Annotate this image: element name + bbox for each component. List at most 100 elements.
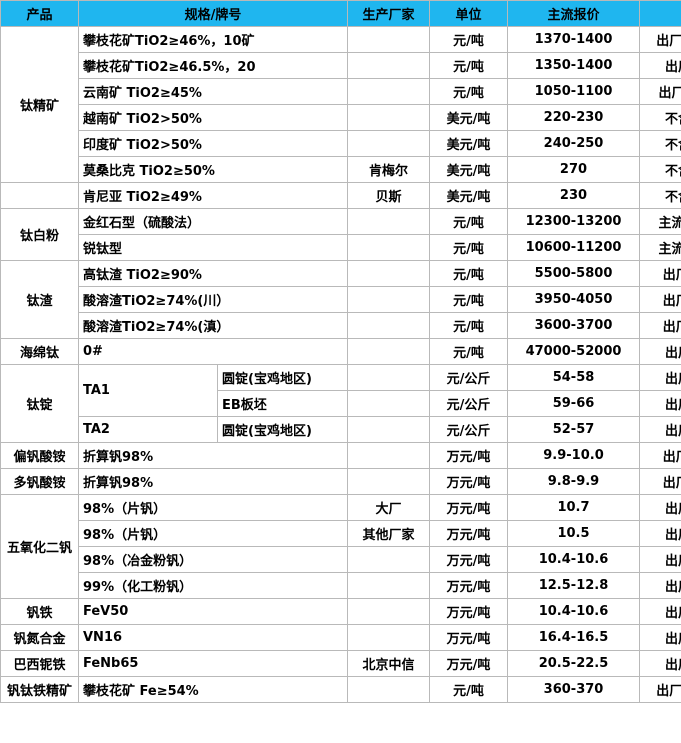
manufacturer-cell: 贝斯 [347,182,430,209]
price-cell: 54-58 [507,364,640,391]
note-cell: 出厂 含税承兑价 [639,260,681,287]
manufacturer-cell [347,546,430,573]
price-cell: 16.4-16.5 [507,624,640,651]
unit-cell: 美元/吨 [429,130,508,157]
product-category-cell: 钛精矿 [0,26,79,183]
spec-grade-cell: VN16 [78,624,348,651]
price-cell: 10.4-10.6 [507,598,640,625]
price-cell: 1050-1100 [507,78,640,105]
unit-cell: 万元/吨 [429,494,508,521]
note-cell: 不含税港口交货 [639,104,681,131]
unit-cell: 万元/吨 [429,468,508,495]
spec-subtype-cell: 圆锭(宝鸡地区) [217,364,348,391]
spec-grade-cell: 锐钛型 [78,234,348,261]
spec-grade-cell: 0# [78,338,348,365]
price-cell: 10.5 [507,520,640,547]
note-cell: 出厂含税现金价 [639,520,681,547]
note-cell: 不含税港口交货 [639,156,681,183]
note-cell: 出厂 含税承兑价 [639,312,681,339]
manufacturer-cell: 肯梅尔 [347,156,430,183]
spec-grade-cell: 98%（冶金粉钒） [78,546,348,573]
manufacturer-cell [347,390,430,417]
unit-cell: 美元/吨 [429,182,508,209]
spec-grade-cell: 高钛渣 TiO2≥90% [78,260,348,287]
spec-grade-cell: 98%（片钒） [78,494,348,521]
note-cell: 出厂含税现金价 [639,598,681,625]
unit-cell: 元/吨 [429,286,508,313]
unit-cell: 美元/吨 [429,104,508,131]
header-spec: 规格/牌号 [78,0,348,27]
manufacturer-cell [347,104,430,131]
spec-grade-cell: 云南矿 TiO2≥45% [78,78,348,105]
header-unit: 单位 [429,0,508,27]
manufacturer-cell [347,286,430,313]
note-cell: 出厂含税承兑价 [639,390,681,417]
note-cell: 出厂含税现金价 [639,650,681,677]
product-category-cell: 钒铁 [0,598,79,625]
header-price: 主流报价 [507,0,640,27]
product-category-cell: 钛白粉 [0,208,79,261]
price-cell: 59-66 [507,390,640,417]
note-cell: 出厂不含税承兑价 [639,78,681,105]
manufacturer-cell: 其他厂家 [347,520,430,547]
header-note: 备注 [639,0,681,27]
product-category-cell: 海绵钛 [0,338,79,365]
manufacturer-cell [347,338,430,365]
manufacturer-cell [347,572,430,599]
price-cell: 360-370 [507,676,640,703]
manufacturer-cell [347,52,430,79]
unit-cell: 元/吨 [429,78,508,105]
product-category-cell: 钛锭 [0,364,79,443]
spec-grade-cell: 99%（化工粉钒） [78,572,348,599]
spec-grade-cell: FeV50 [78,598,348,625]
note-cell: 出厂 不含税现金价 [639,26,681,53]
spec-grade-cell: 98%（片钒） [78,520,348,547]
price-cell: 5500-5800 [507,260,640,287]
product-category-cell: 多钒酸铵 [0,468,79,495]
manufacturer-cell [347,78,430,105]
note-cell: 出厂含税现金价 [639,624,681,651]
price-table: 产品 规格/牌号 生产厂家 单位 主流报价 备注 钛精矿攀枝花矿TiO2≥46%… [0,0,681,703]
price-cell: 1370-1400 [507,26,640,53]
spec-grade-cell: TA2 [78,416,218,443]
manufacturer-cell: 大厂 [347,494,430,521]
product-category-cell: 钒钛铁精矿 [0,676,79,703]
manufacturer-cell [347,130,430,157]
price-cell: 3950-4050 [507,286,640,313]
note-cell: 出厂含税承兑价 [639,416,681,443]
product-category-cell: 钒氮合金 [0,624,79,651]
unit-cell: 元/公斤 [429,416,508,443]
manufacturer-cell [347,26,430,53]
product-category-cell [0,182,79,209]
note-cell: 出厂不含税承兑 [639,52,681,79]
table-row: 99%（化工粉钒） 万元/吨12.5-12.8出厂含税现金价 [1,572,681,599]
spec-grade-cell: 莫桑比克 TiO2≥50% [78,156,348,183]
price-cell: 9.9-10.0 [507,442,640,469]
price-cell: 3600-3700 [507,312,640,339]
note-cell: 出厂 含税现金价 [639,442,681,469]
header-manufacturer: 生产厂家 [347,0,430,27]
unit-cell: 元/吨 [429,26,508,53]
unit-cell: 万元/吨 [429,546,508,573]
price-cell: 220-230 [507,104,640,131]
unit-cell: 万元/吨 [429,624,508,651]
manufacturer-cell [347,468,430,495]
header-product: 产品 [0,0,79,27]
product-category-cell: 钛渣 [0,260,79,339]
spec-grade-cell: 印度矿 TiO2>50% [78,130,348,157]
table-header-row: 产品 规格/牌号 生产厂家 单位 主流报价 备注 [0,0,681,27]
note-cell: 出厂 不含税现金价 [639,676,681,703]
note-cell: 出厂含税承兑价 [639,494,681,521]
